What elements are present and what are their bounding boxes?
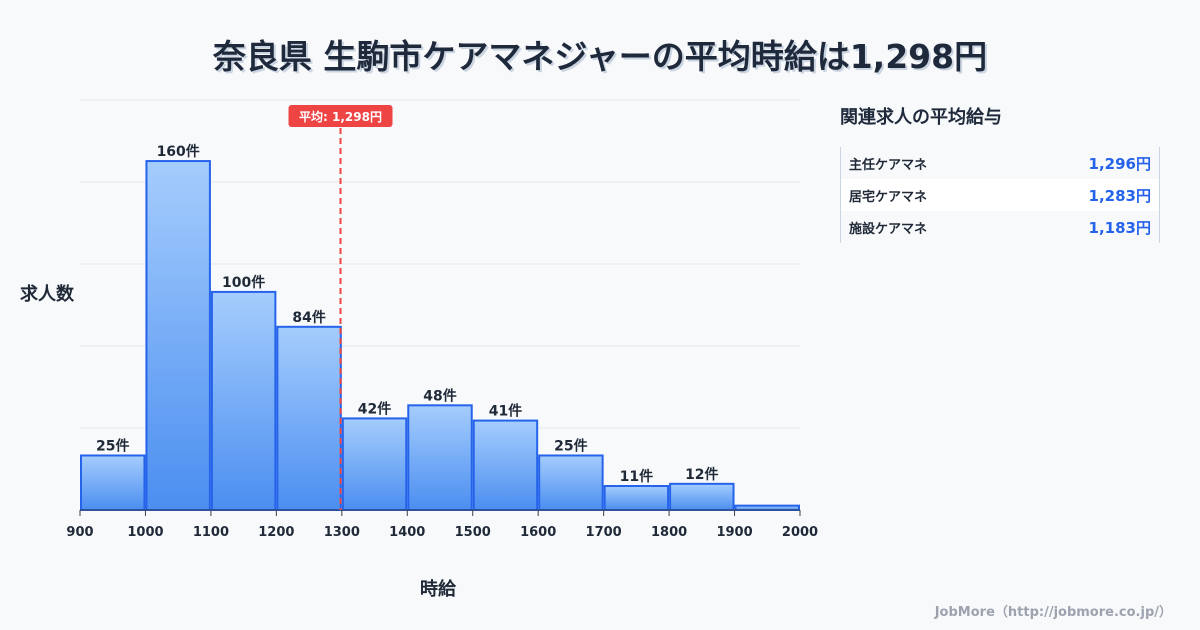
x-tick-label: 1900	[716, 525, 752, 540]
bar-value-label: 25件	[554, 437, 587, 454]
list-item: 施設ケアマネ 1,183円	[841, 211, 1159, 243]
bar-value-label: 11件	[620, 468, 653, 485]
x-tick-label: 1700	[586, 525, 622, 540]
job-name: 主任ケアマネ	[849, 157, 928, 173]
x-tick-label: 1100	[193, 525, 229, 540]
x-tick-label: 1400	[389, 525, 425, 540]
histogram-bar	[407, 404, 473, 512]
histogram-bar	[80, 454, 146, 512]
x-tick-label: 1000	[127, 525, 163, 540]
histogram-bar	[538, 454, 604, 512]
page-title: 奈良県 生駒市ケアマネジャーの平均時給は1,298円	[212, 37, 988, 76]
histogram-bar	[276, 325, 342, 511]
histogram-bar	[145, 160, 211, 511]
x-tick-label: 1300	[324, 525, 360, 540]
histogram-bar	[669, 482, 735, 511]
panel-title: 関連求人の平均給与	[840, 107, 1002, 128]
job-wage: 1,296円	[1088, 154, 1151, 173]
bar-value-label: 42件	[358, 400, 391, 417]
histogram-bar	[472, 419, 539, 512]
x-tick-label: 900	[66, 525, 93, 540]
x-tick-label: 1200	[258, 525, 294, 540]
bar-value-label: 25件	[96, 437, 129, 454]
bar-value-label: 48件	[423, 387, 456, 404]
x-tick-label: 2000	[782, 525, 818, 540]
footer-credit: JobMore（http://jobmore.co.jp/）	[934, 605, 1172, 620]
mean-badge	[288, 105, 393, 127]
bar-value-label: 160件	[157, 143, 200, 160]
bar-value-label: 100件	[222, 274, 265, 291]
x-tick-label: 1800	[651, 525, 687, 540]
histogram-bar	[210, 290, 277, 511]
job-name: 施設ケアマネ	[849, 221, 928, 237]
x-tick-label: 1600	[520, 525, 556, 540]
histogram-bar	[603, 485, 670, 512]
y-axis-label: 求人数	[20, 284, 74, 305]
x-axis-label: 時給	[420, 579, 456, 600]
bar-value-label: 41件	[489, 403, 522, 420]
list-item: 居宅ケアマネ 1,283円	[841, 179, 1159, 211]
histogram-bar	[734, 504, 801, 512]
x-tick-label: 1500	[455, 525, 491, 540]
list-item: 主任ケアマネ 1,296円	[841, 147, 1159, 179]
bar-value-label: 12件	[685, 466, 718, 483]
histogram-bar	[341, 417, 408, 512]
related-salary-panel: 関連求人の平均給与 主任ケアマネ 1,296円 居宅ケアマネ 1,283円 施設ケア…	[840, 103, 1160, 243]
mean-label: 平均: 1,298円	[299, 109, 382, 124]
job-wage: 1,283円	[1088, 186, 1151, 205]
bar-value-label: 84件	[292, 309, 325, 326]
job-name: 居宅ケアマネ	[849, 189, 928, 205]
job-wage: 1,183円	[1088, 218, 1151, 237]
